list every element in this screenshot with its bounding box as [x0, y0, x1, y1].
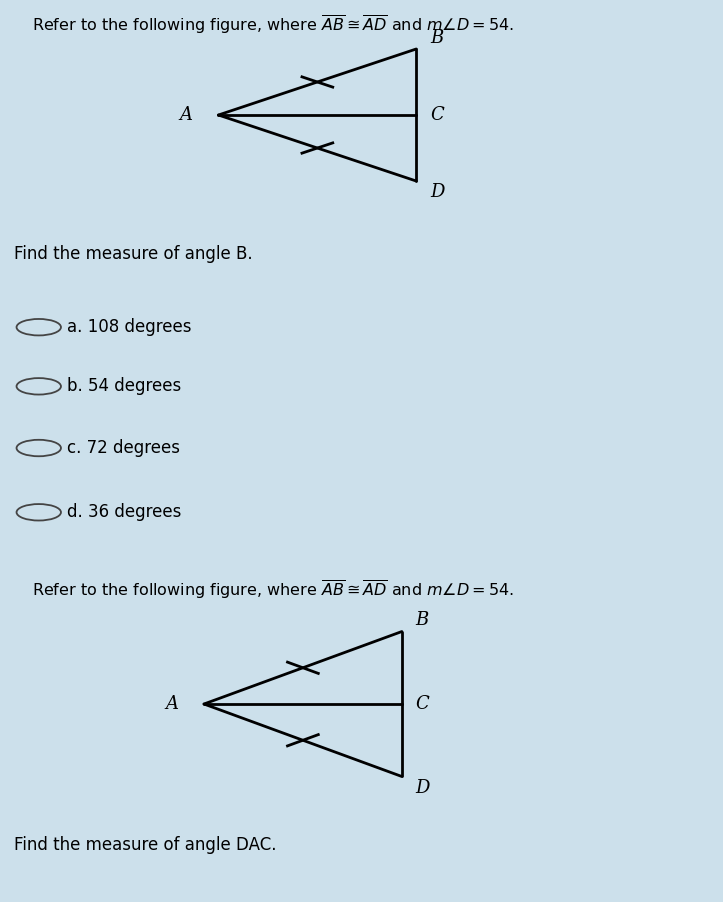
Text: Refer to the following figure, where $\overline{AB} \cong \overline{AD}$ and $m\: Refer to the following figure, where $\o… — [32, 13, 513, 36]
Text: A: A — [180, 106, 193, 124]
Text: C: C — [416, 695, 429, 713]
Text: C: C — [430, 106, 444, 124]
Text: c. 72 degrees: c. 72 degrees — [67, 439, 179, 457]
Text: B: B — [416, 612, 429, 630]
Text: Refer to the following figure, where $\overline{AB} \cong \overline{AD}$ and $m\: Refer to the following figure, where $\o… — [32, 578, 513, 602]
Text: b. 54 degrees: b. 54 degrees — [67, 377, 181, 395]
Text: a. 108 degrees: a. 108 degrees — [67, 318, 191, 336]
Text: D: D — [416, 778, 430, 796]
Text: d. 36 degrees: d. 36 degrees — [67, 503, 181, 521]
Text: Find the measure of angle B.: Find the measure of angle B. — [14, 244, 253, 262]
Text: A: A — [166, 695, 179, 713]
Text: B: B — [430, 29, 443, 47]
Text: D: D — [430, 183, 445, 201]
Text: Find the measure of angle DAC.: Find the measure of angle DAC. — [14, 836, 277, 854]
